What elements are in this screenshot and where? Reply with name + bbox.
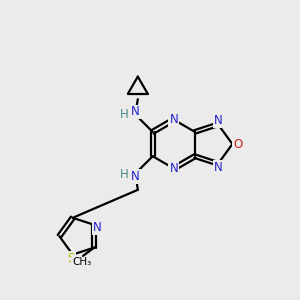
Text: N: N — [214, 161, 222, 174]
Text: N: N — [169, 113, 178, 126]
Text: H: H — [120, 107, 129, 121]
Text: CH₃: CH₃ — [72, 257, 91, 267]
Text: O: O — [233, 138, 242, 151]
Text: N: N — [131, 170, 140, 183]
Text: N: N — [93, 221, 102, 234]
Text: N: N — [169, 162, 178, 175]
Text: H: H — [120, 168, 129, 181]
Text: N: N — [131, 106, 140, 118]
Text: S: S — [68, 252, 75, 265]
Text: N: N — [214, 114, 222, 127]
